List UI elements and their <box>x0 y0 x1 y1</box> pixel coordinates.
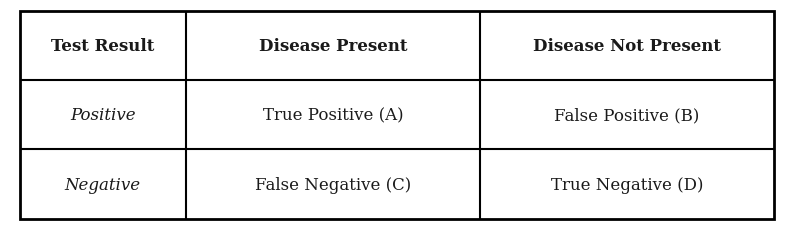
Text: Negative: Negative <box>65 176 141 193</box>
Text: True Positive (A): True Positive (A) <box>263 106 403 123</box>
Text: Disease Not Present: Disease Not Present <box>533 37 721 54</box>
Text: Test Result: Test Result <box>51 37 155 54</box>
Text: True Negative (D): True Negative (D) <box>551 176 703 193</box>
Text: False Positive (B): False Positive (B) <box>554 106 700 123</box>
Text: False Negative (C): False Negative (C) <box>255 176 411 193</box>
Bar <box>20 12 774 219</box>
Text: Positive: Positive <box>70 106 136 123</box>
Text: Disease Present: Disease Present <box>259 37 407 54</box>
